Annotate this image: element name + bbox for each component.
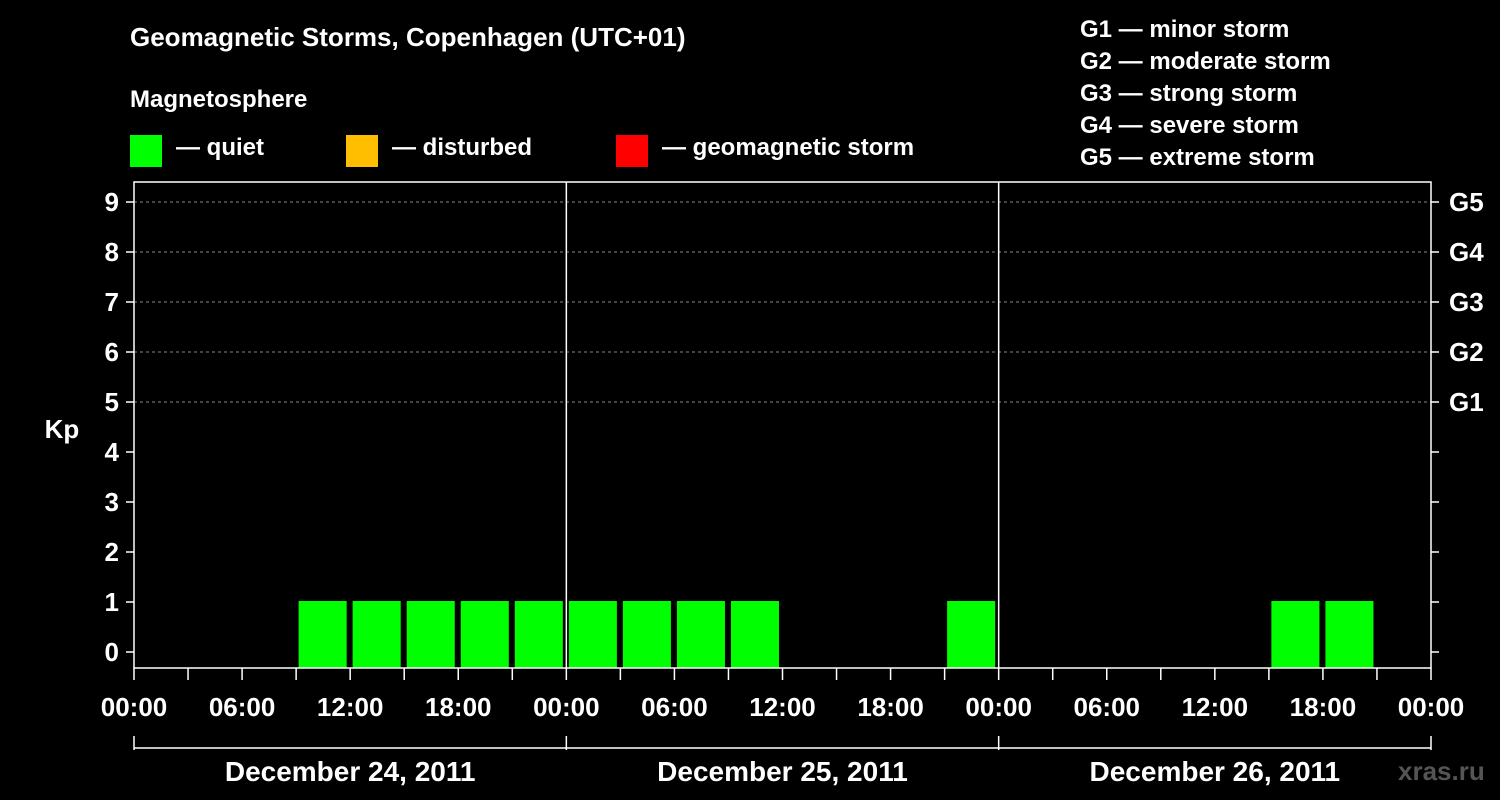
y-tick-label: 9 bbox=[105, 187, 119, 217]
x-tick-label: 06:00 bbox=[641, 692, 708, 722]
page-title: Geomagnetic Storms, Copenhagen (UTC+01) bbox=[130, 22, 686, 52]
legend-swatch-quiet bbox=[130, 135, 162, 167]
y-tick-label: 6 bbox=[105, 337, 119, 367]
storm-scale-legend: G1 — minor storm G2 — moderate storm G3 … bbox=[1080, 14, 1331, 174]
kp-bar bbox=[298, 601, 347, 668]
storm-scale-g5: G5 — extreme storm bbox=[1080, 144, 1315, 171]
x-tick-label: 12:00 bbox=[749, 692, 816, 722]
storm-scale-g1: G1 — minor storm bbox=[1080, 16, 1290, 43]
y-tick-label: 8 bbox=[105, 237, 119, 267]
day-label: December 25, 2011 bbox=[657, 756, 908, 787]
y-tick-label: 1 bbox=[105, 587, 119, 617]
kp-bar bbox=[406, 601, 455, 668]
legend-swatch-disturbed bbox=[346, 135, 378, 167]
x-tick-label: 06:00 bbox=[1074, 692, 1141, 722]
x-tick-label: 12:00 bbox=[1182, 692, 1249, 722]
y-tick-label: 5 bbox=[105, 387, 119, 417]
x-tick-label: 06:00 bbox=[209, 692, 276, 722]
storm-level-label: G3 bbox=[1449, 287, 1484, 317]
kp-bar bbox=[460, 601, 509, 668]
x-tick-label: 00:00 bbox=[101, 692, 168, 722]
x-tick-label: 12:00 bbox=[317, 692, 384, 722]
storm-scale-g4: G4 — severe storm bbox=[1080, 112, 1299, 139]
kp-bar bbox=[947, 601, 996, 668]
y-tick-label: 2 bbox=[105, 537, 119, 567]
x-tick-label: 18:00 bbox=[857, 692, 924, 722]
legend-item-disturbed: — disturbed bbox=[346, 134, 532, 168]
storm-scale-g2: G2 — moderate storm bbox=[1080, 48, 1331, 75]
x-tick-label: 00:00 bbox=[533, 692, 600, 722]
y-tick-label: 0 bbox=[105, 637, 119, 667]
legend-label-disturbed: — disturbed bbox=[392, 134, 533, 161]
y-axis-label: Kp bbox=[45, 414, 80, 444]
legend-swatch-storm bbox=[616, 135, 648, 167]
kp-bar bbox=[352, 601, 401, 668]
watermark: xras.ru bbox=[1398, 756, 1485, 786]
storm-level-label: G4 bbox=[1449, 237, 1484, 267]
x-tick-label: 18:00 bbox=[1290, 692, 1357, 722]
x-tick-label: 18:00 bbox=[425, 692, 492, 722]
kp-bar bbox=[622, 601, 671, 668]
x-tick-label: 00:00 bbox=[965, 692, 1032, 722]
storm-scale-g3: G3 — strong storm bbox=[1080, 80, 1298, 107]
storm-level-label: G5 bbox=[1449, 187, 1484, 217]
kp-bar bbox=[1271, 601, 1320, 668]
legend-label-storm: — geomagnetic storm bbox=[662, 134, 915, 161]
legend-item-quiet: — quiet bbox=[130, 134, 264, 168]
plot-frame bbox=[133, 181, 1432, 669]
legend-label-quiet: — quiet bbox=[176, 134, 264, 161]
storm-level-label: G2 bbox=[1449, 337, 1484, 367]
kp-bar bbox=[1325, 601, 1374, 668]
day-label: December 26, 2011 bbox=[1090, 756, 1341, 787]
y-tick-label: 7 bbox=[105, 287, 119, 317]
y-tick-label: 3 bbox=[105, 487, 119, 517]
storm-level-label: G1 bbox=[1449, 387, 1484, 417]
kp-bar bbox=[514, 601, 563, 668]
kp-bar bbox=[730, 601, 779, 668]
kp-bar bbox=[676, 601, 725, 668]
legend-heading: Magnetosphere bbox=[130, 86, 308, 113]
day-label: December 24, 2011 bbox=[225, 756, 476, 787]
y-tick-label: 4 bbox=[105, 437, 120, 467]
legend-item-storm: — geomagnetic storm bbox=[616, 134, 914, 168]
kp-bar bbox=[568, 601, 617, 668]
x-tick-label: 00:00 bbox=[1398, 692, 1465, 722]
